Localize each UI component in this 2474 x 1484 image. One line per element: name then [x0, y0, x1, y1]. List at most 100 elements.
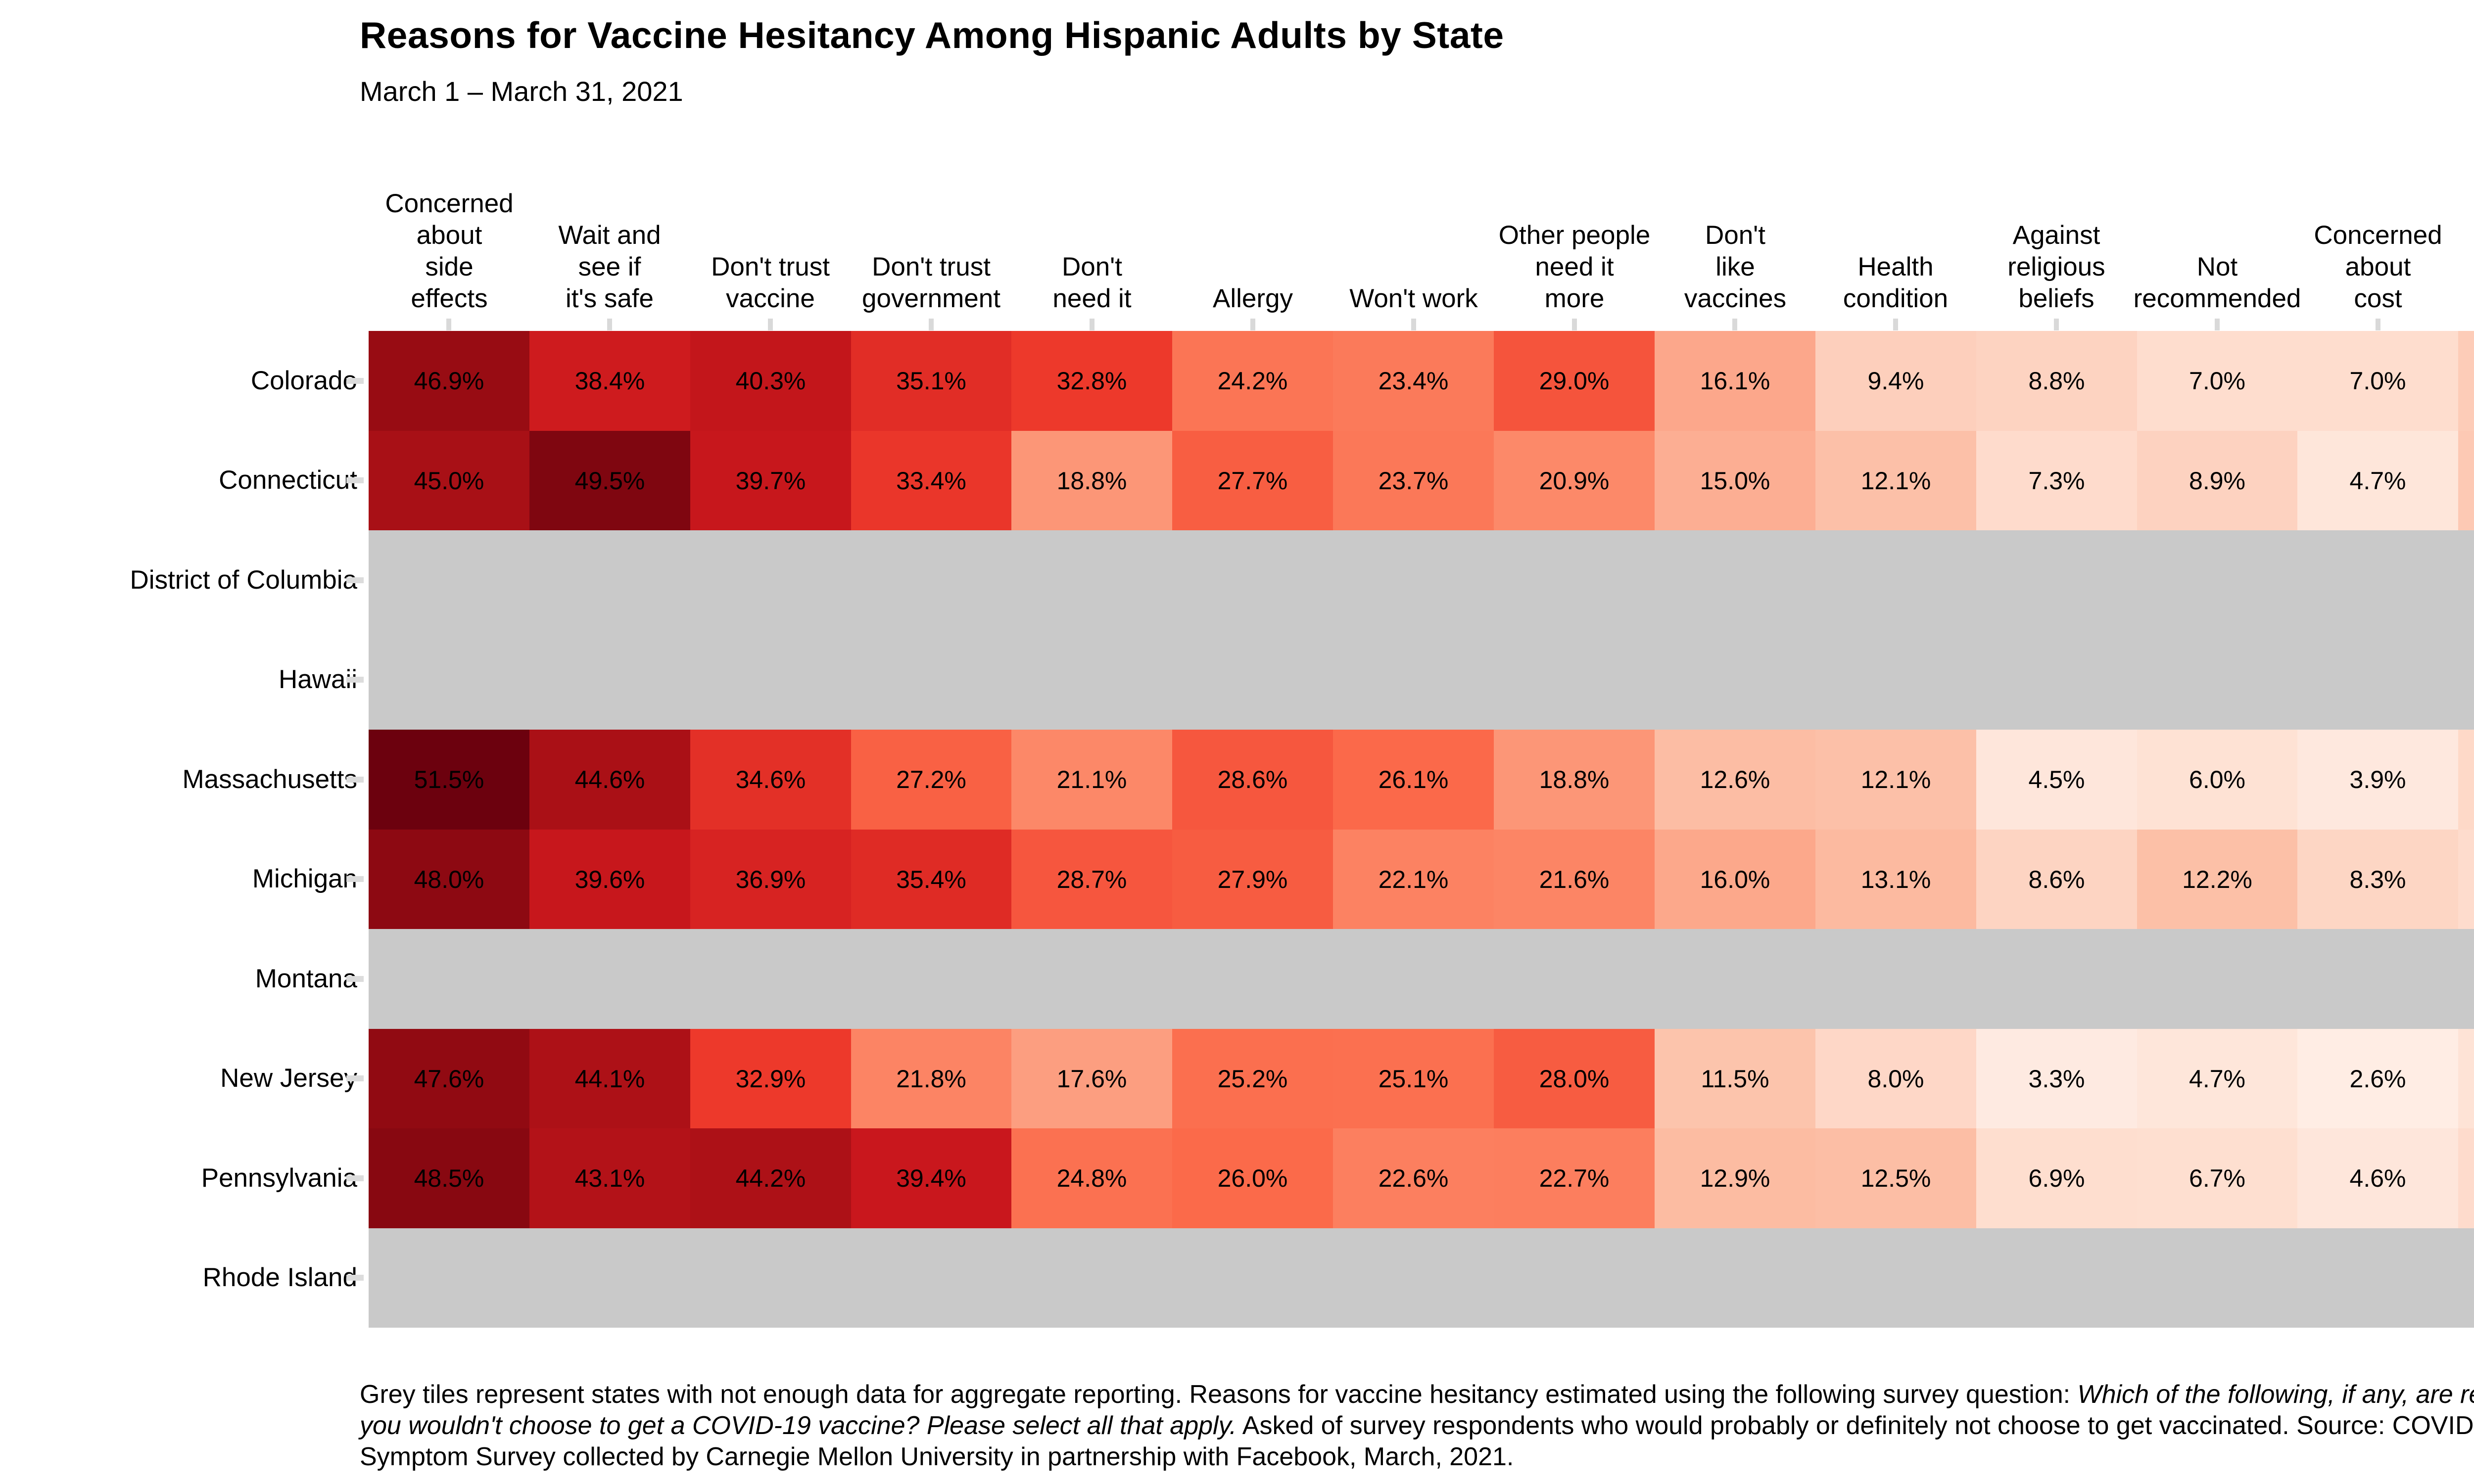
row-label: Montana — [255, 964, 357, 993]
row-tick — [346, 1075, 364, 1081]
cell-value: 34.6% — [735, 766, 806, 793]
heatmap-cell: 24.2% — [1172, 331, 1333, 431]
heatmap-cell: 22.6% — [1333, 1128, 1494, 1228]
column-header-line: Don't — [1705, 221, 1766, 250]
row-tick — [346, 976, 364, 982]
chart-subtitle: March 1 – March 31, 2021 — [360, 76, 683, 107]
heatmap-cell: 47.6% — [369, 1029, 529, 1128]
column-header-line: government — [862, 284, 1000, 313]
chart-title: Reasons for Vaccine Hesitancy Among Hisp… — [360, 14, 1504, 56]
heatmap-cell: 15.0% — [1655, 431, 1815, 530]
heatmap-cell: 25.1% — [1333, 1029, 1494, 1128]
heatmap-cell: 7.2% — [2458, 830, 2474, 929]
heatmap-cell: 40.3% — [690, 331, 851, 431]
heatmap-cell: 4.7% — [2297, 431, 2458, 530]
heatmap-cell: 21.6% — [1494, 830, 1655, 929]
na-row-tile — [369, 929, 2474, 1029]
heatmap-cell: 27.7% — [1172, 431, 1333, 530]
column-header: Don't like vaccines — [1574, 220, 1896, 315]
cell-value: 6.7% — [2189, 1164, 2245, 1192]
na-row-tile — [369, 630, 2474, 730]
cell-value: 4.5% — [2028, 766, 2085, 793]
row-label: Colorado — [250, 366, 357, 395]
heatmap-cell: 25.2% — [1172, 1029, 1333, 1128]
row-label: Connecticut — [219, 465, 357, 495]
row-tick — [346, 1175, 364, 1181]
cell-value: 8.8% — [2028, 367, 2085, 395]
footnote-text: Asked of survey respondents who would pr… — [360, 1411, 2474, 1471]
column-header-line: Health — [1857, 252, 1934, 281]
cell-value: 21.6% — [1539, 865, 1610, 893]
cell-value: 39.4% — [896, 1164, 966, 1192]
cell-value: 44.2% — [735, 1164, 806, 1192]
column-header-line: Wait and — [558, 221, 661, 250]
cell-value: 48.5% — [414, 1164, 484, 1192]
column-tick — [446, 319, 451, 330]
row-label: Massachusetts — [182, 765, 357, 794]
column-header-line: Pregnancy — [2378, 283, 2474, 315]
column-header: Not recommended — [2056, 251, 2378, 315]
heatmap-cell: 12.1% — [1815, 431, 1976, 530]
heatmap-cell: 27.9% — [1172, 830, 1333, 929]
heatmap-cell: 43.1% — [529, 1128, 690, 1228]
footnote: Grey tiles represent states with not eno… — [360, 1379, 2474, 1473]
cell-value: 24.2% — [1217, 367, 1288, 395]
heatmap-cell: 36.9% — [690, 830, 851, 929]
cell-value: 25.1% — [1378, 1065, 1449, 1093]
column-header-line: Don't — [1061, 252, 1123, 281]
column-tick — [1893, 319, 1898, 330]
heatmap-cell: 10.0% — [2458, 331, 2474, 431]
heatmap-cell: 3.9% — [2297, 730, 2458, 830]
column-header: Concerned about side effects — [288, 188, 610, 315]
heatmap-cell: 35.1% — [851, 331, 1011, 431]
heatmap-cell: 26.1% — [1333, 730, 1494, 830]
cell-value: 18.8% — [1056, 466, 1127, 495]
row-label: District of Columbia — [130, 565, 357, 595]
heatmap-cell: 7.0% — [2297, 331, 2458, 431]
column-header-line: Not — [2196, 252, 2238, 281]
cell-value: 3.3% — [2028, 1065, 2085, 1093]
heatmap-cell: 6.0% — [2137, 730, 2297, 830]
heatmap-cell: 4.6% — [2297, 1128, 2458, 1228]
na-row-tile — [369, 530, 2474, 630]
column-tick — [2054, 319, 2059, 330]
heatmap-cell: 22.1% — [1333, 830, 1494, 929]
heatmap-cell: 44.2% — [690, 1128, 851, 1228]
heatmap-cell: 7.0% — [2137, 331, 2297, 431]
column-tick — [1732, 319, 1737, 330]
heatmap-cell: 18.8% — [1494, 730, 1655, 830]
heatmap-cell: 27.2% — [851, 730, 1011, 830]
footnote-text: Grey tiles represent states with not eno… — [360, 1380, 2078, 1409]
cell-value: 46.9% — [414, 367, 484, 395]
column-header-line: Other people — [1498, 221, 1651, 250]
cell-value: 38.4% — [574, 367, 645, 395]
cell-value: 29.0% — [1539, 367, 1610, 395]
cell-value: 7.0% — [2349, 367, 2406, 395]
heatmap-cell: 4.7% — [2137, 1029, 2297, 1128]
cell-value: 12.1% — [1860, 466, 1931, 495]
heatmap-cell: 44.6% — [529, 730, 690, 830]
heatmap-cell: 28.0% — [1494, 1029, 1655, 1128]
column-tick — [1090, 319, 1094, 330]
column-header-line: Allergy — [1212, 284, 1293, 313]
column-header-line: beliefs — [2018, 284, 2094, 313]
column-header-line: Won't work — [1349, 284, 1478, 313]
heatmap-cell: 21.1% — [1011, 730, 1172, 830]
heatmap-cell: 39.4% — [851, 1128, 1011, 1228]
column-header: Wait and see if it's safe — [449, 220, 770, 315]
column-header-line: Don't trust — [711, 252, 830, 281]
cell-value: 20.9% — [1539, 466, 1610, 495]
cell-value: 23.4% — [1378, 367, 1449, 395]
heatmap-cell: 46.9% — [369, 331, 529, 431]
column-header-line: about — [416, 221, 482, 250]
cell-value: 32.8% — [1056, 367, 1127, 395]
cell-value: 35.4% — [896, 865, 966, 893]
cell-value: 23.7% — [1378, 466, 1449, 495]
column-header-line: vaccines — [1684, 284, 1787, 313]
cell-value: 7.3% — [2028, 466, 2085, 495]
heatmap-cell: 3.3% — [1976, 1029, 2137, 1128]
cell-value: 51.5% — [414, 766, 484, 793]
cell-value: 33.4% — [896, 466, 966, 495]
heatmap-cell: 28.7% — [1011, 830, 1172, 929]
column-header-line: recommended — [2133, 284, 2301, 313]
